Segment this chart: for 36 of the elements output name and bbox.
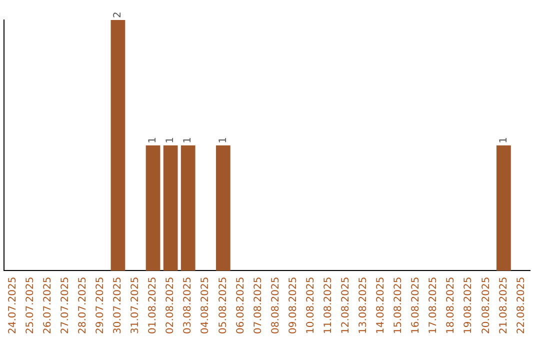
x-tick-label: 11.08.2025 [322,276,334,334]
x-tick-label: 31.07.2025 [130,276,142,334]
x-tick-label: 27.07.2025 [60,276,71,334]
x-tick-label: 16.08.2025 [410,276,422,334]
x-tick-label: 14.08.2025 [376,276,387,334]
x-tick-label: 25.07.2025 [24,276,36,334]
x-tick-label: 04.08.2025 [200,276,212,334]
x-tick-label: 02.08.2025 [165,276,176,334]
x-tick-label: 08.08.2025 [270,276,282,334]
x-tick-label: 10.08.2025 [305,276,316,334]
x-tick-label: 03.08.2025 [182,276,194,334]
x-tick-label: 22.08.2025 [516,276,527,334]
x-tick-label: 09.08.2025 [288,276,299,334]
x-tick-label: 05.08.2025 [218,276,229,334]
x-tick-label: 30.07.2025 [112,276,124,334]
x-tick-label: 06.08.2025 [235,276,246,334]
x-tick-label: 24.07.2025 [7,276,18,334]
x-tick-label: 28.07.2025 [77,276,88,334]
data-label: 1 [148,136,159,144]
x-tick-label: 15.08.2025 [393,276,404,334]
data-label: 1 [218,136,229,144]
data-label: 2 [112,12,124,18]
data-label: 1 [165,136,176,144]
x-tick-label: 20.08.2025 [480,276,492,334]
x-tick-label: 26.07.2025 [42,276,54,334]
x-tick-label: 18.08.2025 [446,276,457,334]
data-label: 1 [498,136,510,144]
x-tick-label: 17.08.2025 [428,276,440,334]
x-tick-label: 21.08.2025 [498,276,510,334]
x-tick-label: 29.07.2025 [95,276,106,334]
x-tick-label: 19.08.2025 [463,276,474,334]
x-tick-label: 07.08.2025 [252,276,264,334]
x-tick-label: 01.08.2025 [148,276,159,334]
x-tick-label: 12.08.2025 [340,276,352,334]
data-label: 1 [182,136,194,144]
x-tick-label: 13.08.2025 [358,276,370,334]
